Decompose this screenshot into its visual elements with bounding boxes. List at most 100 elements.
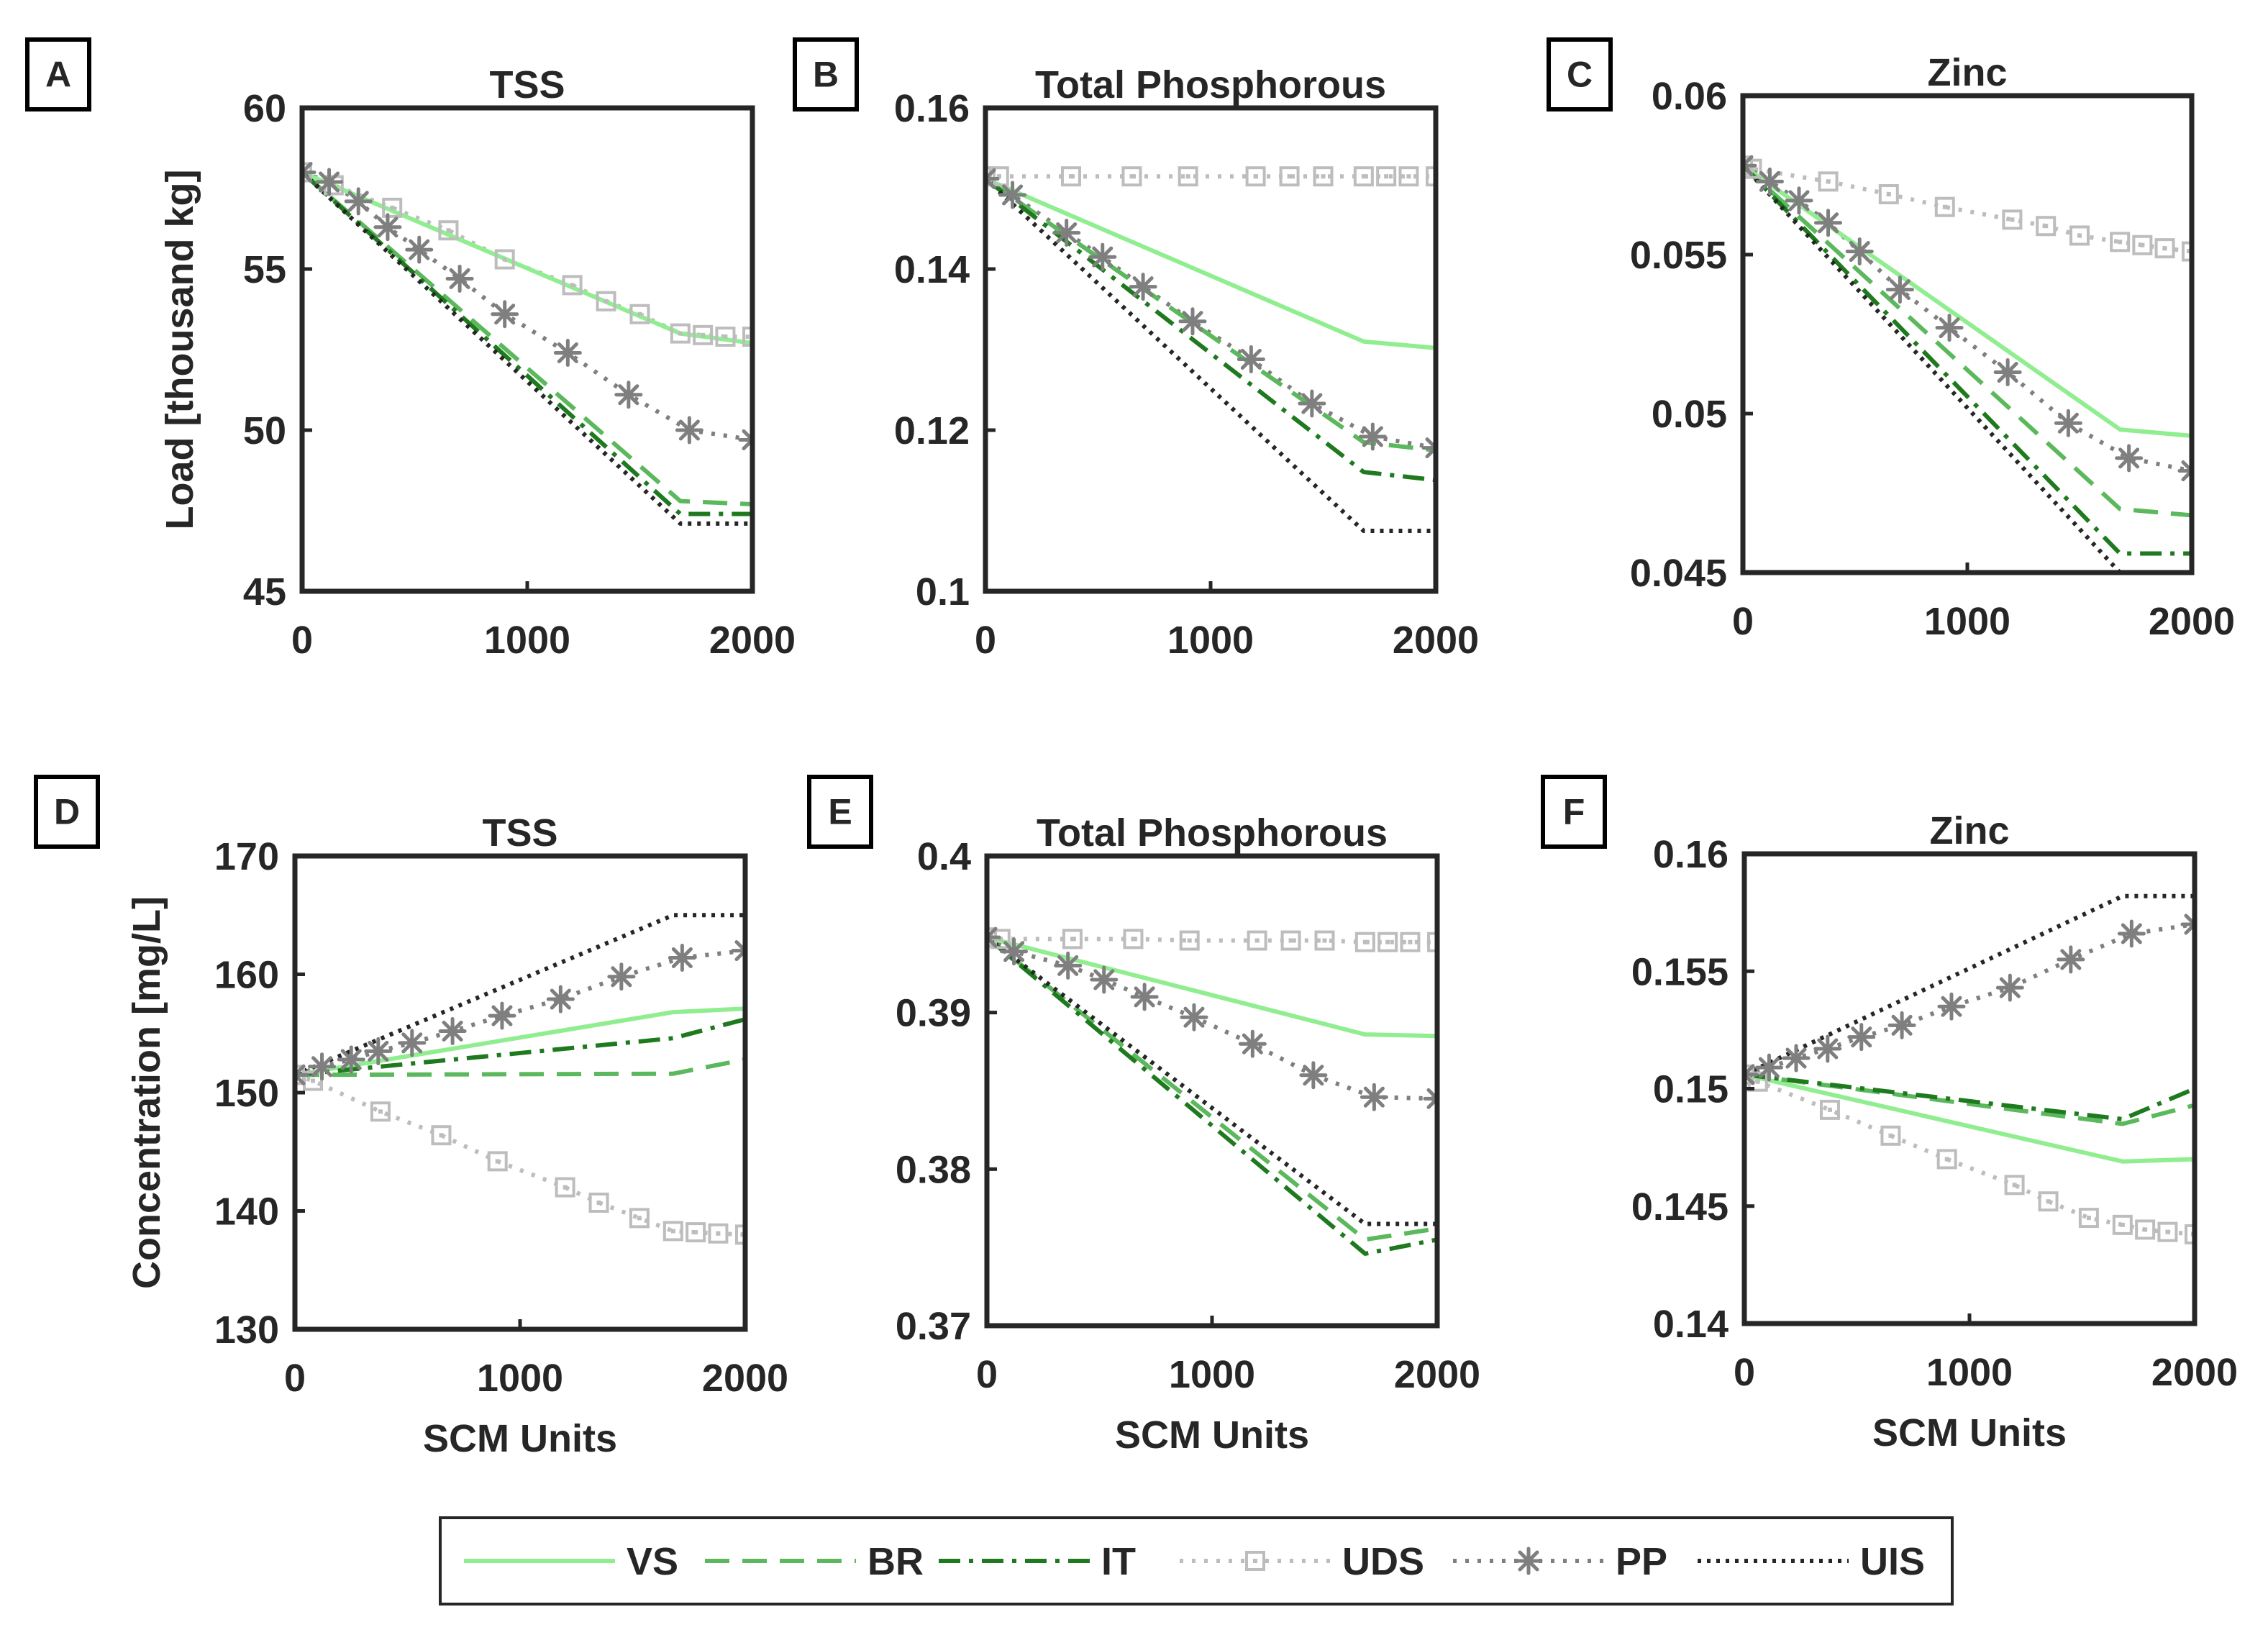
marker-PP	[2115, 444, 2144, 473]
axes-box	[1740, 93, 2195, 575]
marker-UDS	[1060, 166, 1081, 187]
marker-PP	[295, 1060, 309, 1089]
legend-item-PP: PP	[1453, 1540, 1667, 1583]
panel-label-A: A	[25, 37, 91, 111]
marker-UDS	[693, 324, 714, 345]
marker-UDS	[1314, 930, 1335, 951]
marker-UDS	[686, 1222, 706, 1243]
marker-UDS	[588, 1192, 609, 1213]
marker-UDS	[494, 249, 515, 270]
series-line-VS	[985, 176, 1436, 350]
marker-UDS	[1354, 932, 1375, 952]
marker-PP	[1782, 1044, 1811, 1072]
legend-label: UIS	[1860, 1540, 1925, 1583]
series-group	[295, 913, 745, 1245]
marker-PP	[553, 338, 582, 367]
x-tick-label: 2000	[1394, 1353, 1480, 1396]
marker-PP	[1885, 275, 1914, 304]
x-tick-label: 1000	[1926, 1351, 2013, 1394]
y-tick-label: 45	[243, 570, 286, 614]
y-tick-label: 0.39	[896, 992, 971, 1035]
x-tick-label: 2000	[702, 1357, 788, 1400]
marker-UDS	[1377, 932, 1398, 952]
marker-UDS	[715, 327, 736, 347]
legend-item-UIS: UIS	[1698, 1540, 1925, 1583]
marker-PP	[1937, 992, 1966, 1021]
x-tick-label: 0	[976, 1353, 998, 1396]
marker-UDS	[1179, 930, 1200, 951]
marker-PP	[731, 937, 745, 965]
marker-PP	[987, 923, 1001, 952]
marker-PP	[302, 158, 316, 187]
marker-UDS	[438, 220, 459, 241]
marker-UDS	[1819, 1099, 1840, 1120]
series-group	[985, 165, 1436, 533]
series-line-VS	[302, 170, 752, 345]
marker-PP	[546, 985, 575, 1014]
marker-UDS	[2002, 209, 2023, 230]
marker-PP	[1299, 1061, 1328, 1090]
marker-PP	[1935, 314, 1964, 342]
marker-PP	[2054, 409, 2082, 437]
marker-PP	[337, 1045, 365, 1074]
marker-PP	[614, 381, 643, 409]
marker-UDS	[629, 1208, 650, 1229]
marker-PP	[488, 1001, 516, 1030]
chart-title: TSS	[489, 63, 565, 106]
y-tick-label: 0.145	[1631, 1185, 1729, 1229]
marker-PP	[738, 425, 752, 454]
x-tick-label: 1000	[477, 1357, 563, 1400]
x-tick-label: 1000	[1924, 600, 2010, 643]
y-axis-label: Load [thousand kg]	[158, 170, 201, 530]
marker-PP	[1088, 242, 1117, 271]
series-line-BR	[1744, 1072, 2195, 1126]
marker-UDS	[1936, 1149, 1957, 1170]
marker-PP	[1000, 937, 1029, 966]
marker-UDS	[2154, 238, 2175, 259]
y-tick-label: 140	[214, 1190, 279, 1234]
panel-label-E: E	[807, 775, 873, 849]
marker-UDS	[708, 1223, 729, 1244]
series-line-UDS	[295, 1072, 745, 1237]
x-tick-label: 2000	[2149, 600, 2235, 643]
series-line-UIS	[1744, 893, 2195, 1077]
series-line-BR	[985, 177, 1436, 452]
series-line-UIS	[295, 913, 745, 1078]
marker-PP	[1813, 1034, 1842, 1063]
y-tick-label: 60	[243, 87, 286, 130]
marker-PP	[607, 962, 636, 991]
marker-UDS	[1121, 166, 1142, 187]
legend-item-UDS: UDS	[1180, 1540, 1424, 1583]
marker-UDS	[1178, 166, 1198, 187]
axes-box	[299, 105, 755, 594]
legend-label: IT	[1101, 1540, 1136, 1583]
series-line-PP	[987, 935, 1437, 1101]
y-tick-label: 170	[214, 835, 279, 878]
x-axis-label: SCM Units	[1872, 1411, 2067, 1454]
legend-label: VS	[627, 1540, 678, 1583]
y-tick-label: 0.045	[1630, 552, 1727, 595]
marker-UDS	[2036, 216, 2057, 237]
series-group	[987, 923, 1437, 1256]
y-tick-label: 0.055	[1630, 234, 1727, 277]
panel-A: A 0 1000 2000 45 50 55 60 TSS Load [thousand kg]	[25, 37, 796, 662]
marker-PP	[1178, 307, 1207, 336]
y-tick-label: 130	[214, 1308, 279, 1352]
marker-PP	[1845, 237, 1874, 266]
marker-UDS	[1062, 929, 1083, 949]
marker-PP	[1744, 1060, 1759, 1089]
marker-PP	[2177, 457, 2192, 486]
marker-UDS	[2004, 1175, 2025, 1195]
marker-UDS	[629, 304, 650, 324]
marker-UDS	[555, 1177, 575, 1198]
marker-PP	[1743, 151, 1757, 180]
x-tick-label: 2000	[709, 619, 796, 662]
marker-UDS	[1398, 166, 1419, 187]
marker-PP	[1052, 219, 1081, 247]
x-tick-label: 1000	[1169, 1353, 1255, 1396]
x-tick-label: 0	[1732, 600, 1754, 643]
marker-UDS	[1279, 166, 1300, 187]
panel-F: F 0 1000 2000 0.14 0.145 0.15 0.155 0.16 Zinc SCM …	[1541, 775, 2238, 1454]
series-line-UIS	[987, 935, 1437, 1226]
x-tick-label: 0	[975, 619, 996, 662]
